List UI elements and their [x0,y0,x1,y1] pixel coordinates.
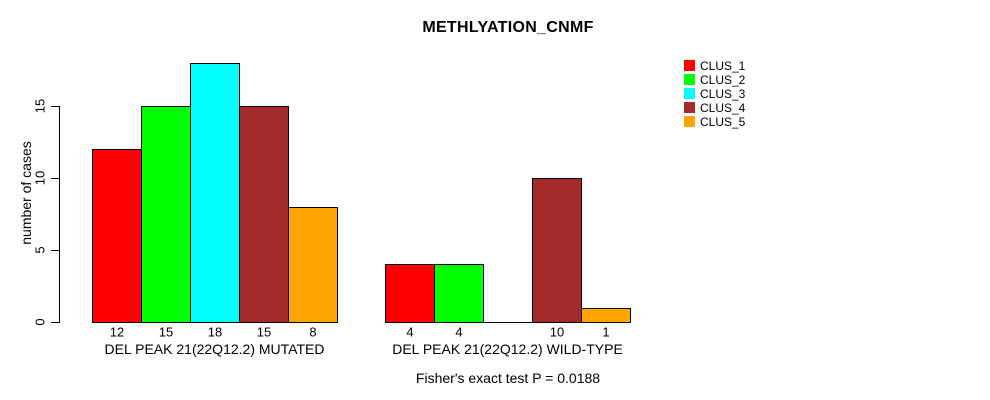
bar-value-label: 18 [207,324,223,340]
legend-label: CLUS_3 [700,86,746,101]
legend-label: CLUS_5 [700,114,746,129]
bar-clus_2 [141,106,191,323]
legend-swatch-clus_1 [684,60,695,71]
y-axis-line [59,106,60,323]
legend-swatch-clus_3 [684,88,695,99]
legend-swatch-clus_5 [684,116,695,127]
y-axis-tick [51,250,59,251]
bar-value-label: 4 [455,324,463,340]
y-axis-tick-label: 5 [32,246,48,254]
y-axis-tick-label: 0 [32,318,48,326]
y-axis-tick [51,178,59,179]
group-axis-label: DEL PEAK 21(22Q12.2) WILD-TYPE [392,341,623,357]
legend-swatch-clus_4 [684,102,695,113]
y-axis-tick-label: 15 [32,98,48,114]
bar-value-label: 15 [158,324,174,340]
bar-value-label: 12 [109,324,125,340]
legend-label: CLUS_1 [700,58,746,73]
fisher-test-caption: Fisher's exact test P = 0.0188 [415,370,601,386]
bar-clus_4 [532,178,582,323]
bar-zero-clus_3 [483,322,533,323]
bar-value-label: 1 [602,324,610,340]
bar-clus_2 [434,264,484,323]
bar-value-label: 8 [309,324,317,340]
y-axis-tick [51,106,59,107]
y-axis-tick-label: 10 [32,170,48,186]
legend-swatch-clus_2 [684,74,695,85]
legend-label: CLUS_2 [700,72,746,87]
y-axis-tick [51,322,59,323]
bar-value-label: 15 [256,324,272,340]
bar-clus_5 [288,207,338,323]
chart-title: METHLYATION_CNMF [422,19,594,36]
bar-clus_1 [92,149,142,323]
bar-clus_5 [581,308,631,323]
bar-value-label: 10 [549,324,565,340]
bar-value-label: 4 [406,324,414,340]
legend-label: CLUS_4 [700,100,746,115]
bar-clus_4 [239,106,289,323]
y-axis-label: number of cases [18,141,34,245]
bar-clus_3 [190,63,240,323]
bar-clus_1 [385,264,435,323]
group-axis-label: DEL PEAK 21(22Q12.2) MUTATED [104,341,325,357]
